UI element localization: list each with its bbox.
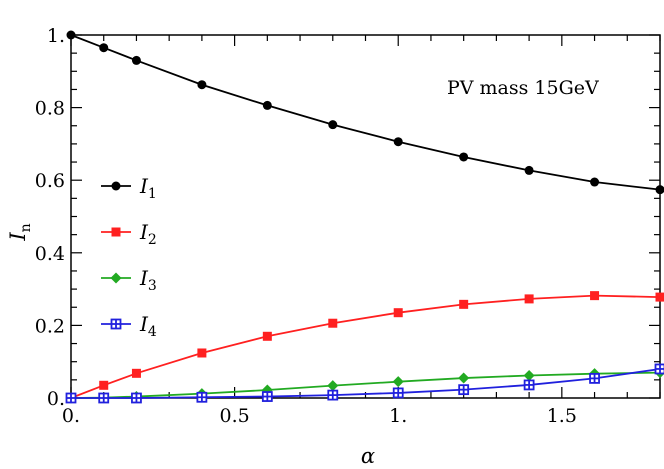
legend-label: I2 — [139, 220, 157, 248]
legend-label: I1 — [139, 174, 157, 202]
y-tick-label: 0.6 — [35, 170, 65, 192]
legend: I1 I2 I3 I4 — [101, 174, 157, 340]
data-point — [262, 100, 272, 110]
series-line — [70, 34, 661, 191]
data-point — [523, 369, 535, 381]
series-1 — [66, 30, 664, 195]
data-point — [65, 392, 77, 404]
series-4 — [65, 363, 664, 404]
data-point — [458, 372, 470, 384]
x-tick-label: 0.5 — [220, 405, 250, 427]
data-point — [328, 120, 338, 130]
data-point — [197, 348, 207, 358]
data-point — [393, 137, 403, 147]
data-point — [98, 392, 110, 404]
y-axis-label-sub: n — [18, 223, 34, 232]
legend-label: I3 — [139, 266, 157, 294]
legend-item: I4 — [101, 312, 157, 340]
data-point — [655, 185, 664, 195]
data-point — [458, 384, 470, 396]
legend-item: I3 — [101, 266, 157, 294]
data-point — [261, 391, 273, 402]
data-point — [99, 380, 109, 390]
data-point — [523, 379, 535, 391]
data-point — [459, 152, 469, 162]
annotation-label: PV mass 15GeV — [447, 77, 599, 99]
legend-marker — [110, 318, 122, 330]
data-point — [392, 387, 404, 399]
data-point — [197, 80, 207, 90]
data-point — [327, 389, 339, 401]
y-tick-label: 0.8 — [35, 98, 65, 120]
series-2 — [66, 291, 664, 403]
data-point — [131, 368, 141, 378]
y-tick-label: 0.4 — [35, 243, 65, 265]
data-point — [590, 291, 600, 301]
x-axis-label: α — [361, 444, 375, 468]
data-point — [327, 380, 339, 392]
ticks: 0. 0.5 1. 1.5 0. 0.2 0.4 0.6 0.8 1. — [35, 25, 661, 427]
series-line — [70, 294, 661, 399]
data-point — [392, 376, 404, 388]
y-tick-label: 0.2 — [35, 315, 65, 337]
series-layer — [65, 30, 664, 404]
x-tick-label: 1. — [389, 405, 407, 427]
data-point — [459, 299, 469, 309]
x-tick-label: 0. — [62, 405, 80, 427]
legend-label: I4 — [139, 312, 157, 340]
data-point — [393, 308, 403, 318]
data-point — [655, 292, 664, 302]
data-point — [131, 55, 141, 65]
data-point — [262, 331, 272, 341]
data-point — [328, 318, 338, 328]
x-tick-label: 1.5 — [547, 405, 577, 427]
data-point — [524, 294, 534, 304]
legend-marker — [111, 181, 121, 191]
data-point — [654, 363, 664, 375]
data-point — [524, 165, 534, 175]
data-point — [99, 43, 109, 53]
legend-marker — [110, 272, 122, 284]
legend-item: I2 — [101, 220, 157, 248]
data-point — [131, 392, 142, 404]
legend-marker — [111, 227, 121, 237]
legend-item: I1 — [101, 174, 157, 202]
data-point — [590, 177, 600, 187]
y-axis-label-main: I — [6, 232, 30, 242]
data-point — [196, 391, 208, 403]
y-axis-label: In — [6, 223, 34, 241]
y-tick-label: 0. — [47, 388, 65, 410]
y-tick-label: 1. — [47, 25, 65, 47]
data-point — [589, 372, 600, 384]
data-point — [66, 30, 76, 40]
